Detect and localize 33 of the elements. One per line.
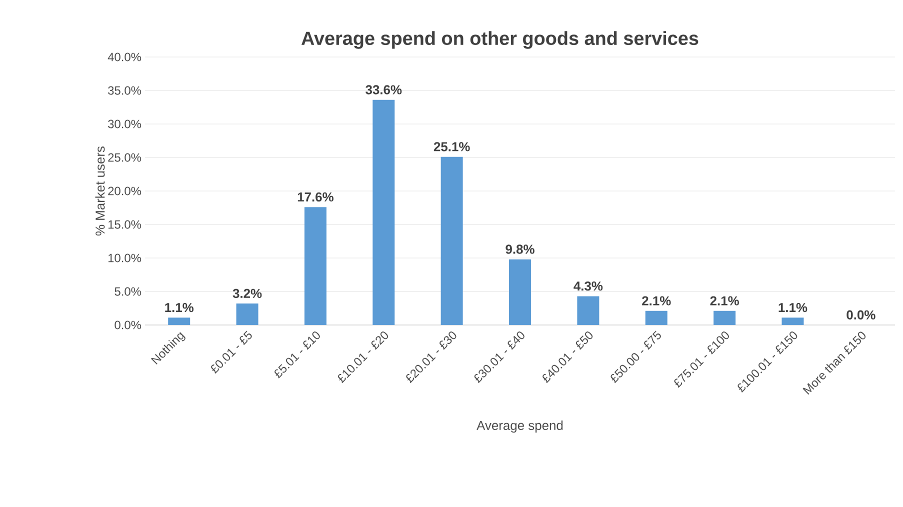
bar [372,100,395,325]
data-label: 1.1% [165,302,194,312]
y-tick-label: 15.0% [108,220,142,229]
bar [440,156,463,325]
bar [168,318,190,325]
y-tick-label: 40.0% [108,52,142,62]
data-label: 9.8% [506,244,534,254]
chart-title: Average spend on other goods and services [301,31,698,49]
data-label: 3.2% [232,288,262,298]
bar [714,310,736,325]
x-axis-title: Average spend [476,420,563,433]
data-label: 17.6% [298,192,334,202]
data-label: 4.3% [574,281,603,291]
y-tick-label: 20.0% [108,186,142,196]
data-label: 0.0% [846,310,876,320]
y-tick-label: 35.0% [108,86,142,95]
bar [509,259,532,325]
y-tick-label: 5.0% [114,287,142,296]
y-tick-label: 25.0% [108,153,142,162]
bar [645,310,668,325]
y-axis-title: % Market users [95,146,105,236]
bar [304,207,326,325]
y-tick-label: 30.0% [108,120,142,128]
y-tick-label: 10.0% [108,254,142,262]
bar [577,296,600,325]
bar [782,318,804,325]
data-label: 2.1% [710,296,739,306]
y-tick-label: 0.0% [114,320,142,330]
data-label: 25.1% [434,142,470,152]
data-label: 1.1% [778,302,808,312]
data-label: 33.6% [366,85,402,94]
bar [236,304,258,325]
data-label: 2.1% [642,296,671,306]
